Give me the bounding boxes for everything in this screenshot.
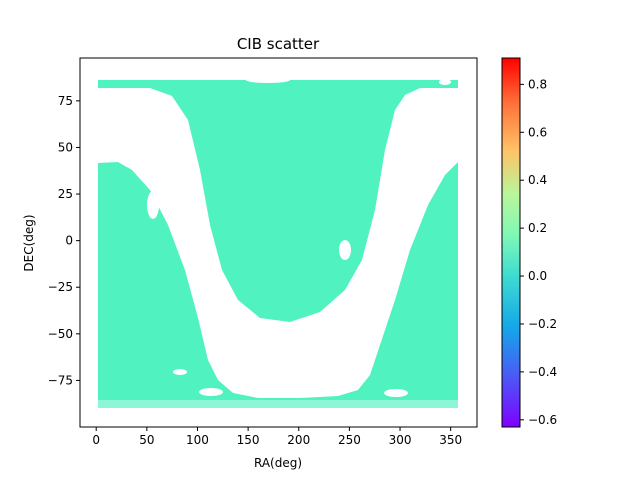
mask-hole [147, 191, 159, 219]
x-axis: 0 50 100 150 200 250 300 350 [92, 427, 462, 447]
x-axis-label: RA(deg) [254, 456, 302, 470]
x-tick-label: 0 [92, 433, 100, 447]
colorbar-tick-label: 0.8 [528, 77, 547, 91]
colorbar-tick-label: 0.0 [528, 269, 547, 283]
y-axis-label: DEC(deg) [22, 214, 36, 271]
colorbar-tick-label: −0.4 [528, 365, 557, 379]
mask-hole [384, 389, 408, 397]
y-tick-label: 75 [58, 94, 73, 108]
x-tick-label: 100 [186, 433, 209, 447]
mask-hole [246, 77, 290, 83]
colorbar-tick-label: −0.6 [528, 413, 557, 427]
fade-bottom [98, 400, 458, 408]
y-tick-label: −75 [48, 373, 73, 387]
colorbar-tick-label: 0.2 [528, 221, 547, 235]
colorbar-tick-label: 0.6 [528, 125, 547, 139]
x-tick-label: 350 [439, 433, 462, 447]
colorbar-tick-label: 0.4 [528, 173, 547, 187]
x-tick-label: 50 [139, 433, 154, 447]
x-tick-label: 300 [389, 433, 412, 447]
x-tick-label: 250 [338, 433, 361, 447]
mask-hole [439, 79, 451, 85]
y-tick-label: 50 [58, 140, 73, 154]
y-tick-label: −25 [48, 280, 73, 294]
sky-map-field-north [98, 80, 458, 322]
mask-hole [199, 388, 223, 396]
plot-area [98, 77, 458, 408]
mask-hole [339, 240, 351, 260]
y-tick-label: 0 [65, 234, 73, 248]
axes-frame [79, 57, 478, 428]
colorbar-axis: −0.6 −0.4 −0.2 0.0 0.2 0.4 0.6 0.8 [520, 77, 557, 427]
colorbar [501, 57, 521, 428]
x-tick-label: 200 [287, 433, 310, 447]
colorbar-tick-label: −0.2 [528, 317, 557, 331]
sky-map-field [98, 162, 458, 408]
x-tick-label: 150 [237, 433, 260, 447]
y-tick-label: −50 [48, 327, 73, 341]
y-tick-label: 25 [58, 187, 73, 201]
y-axis: −75 −50 −25 0 25 50 75 [48, 94, 80, 387]
chart-title: CIB scatter [237, 35, 320, 53]
mask-hole [173, 369, 187, 375]
